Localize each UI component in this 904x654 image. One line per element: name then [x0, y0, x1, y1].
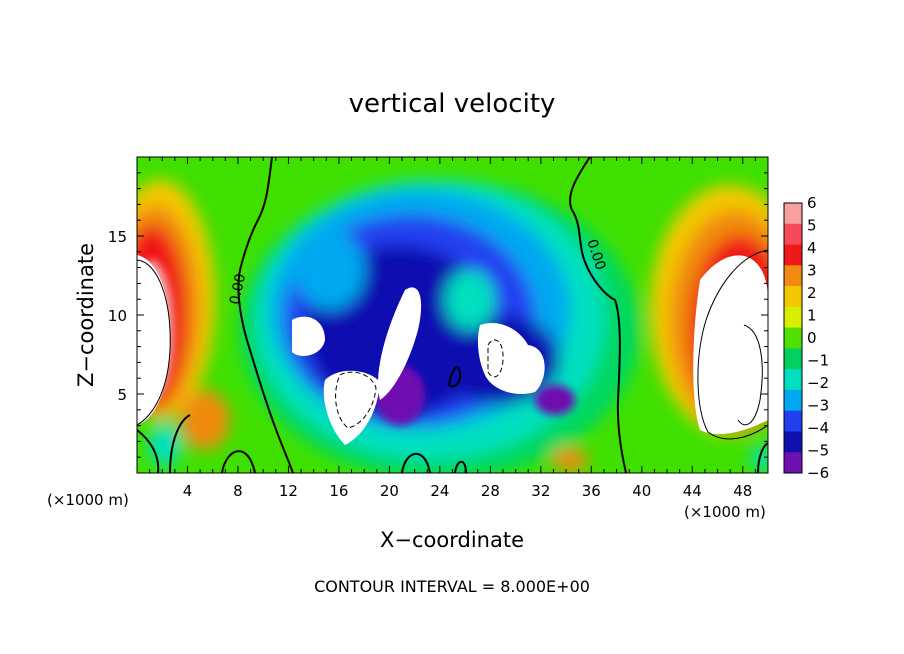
colorbar-label: −3	[807, 397, 829, 415]
x-tick-label: 12	[279, 482, 298, 500]
y-axis: 5 10 15	[108, 172, 768, 458]
y-tick-label: 15	[108, 228, 127, 246]
colorbar-label: 5	[807, 217, 817, 235]
y-tick-label: 5	[117, 386, 127, 404]
x-tick-label: 48	[733, 482, 752, 500]
colorbar-label: −5	[807, 442, 829, 460]
y-axis-label: Z−coordinate	[74, 243, 98, 387]
x-tick-label: 32	[531, 482, 550, 500]
x-tick-label: 8	[233, 482, 243, 500]
x-unit-label-right: (×1000 m)	[684, 503, 766, 521]
colorbar-label: −1	[807, 352, 829, 370]
colorbar-frame	[783, 202, 803, 474]
x-axis-label: X−coordinate	[380, 528, 524, 552]
contour-label: 0.00	[227, 272, 249, 306]
colorbar-label: 1	[807, 307, 817, 325]
colorbar-label: −4	[807, 419, 829, 437]
x-tick-label: 16	[329, 482, 348, 500]
colorbar-swatch	[784, 244, 802, 266]
colorbar-label: −2	[807, 374, 829, 392]
colorbar-label: 6	[807, 194, 817, 212]
colorbar-label: 0	[807, 329, 817, 347]
colorbar-label: −6	[807, 464, 829, 482]
colorbar-swatch	[784, 431, 802, 453]
contour-interval-note: CONTOUR INTERVAL = 8.000E+00	[314, 577, 590, 596]
x-unit-label: (×1000 m)	[47, 491, 129, 509]
colorbar-label: 2	[807, 284, 817, 302]
x-tick-label: 24	[430, 482, 449, 500]
colorbar-label: 3	[807, 262, 817, 280]
x-axis: 4 8 12 16 20 24 28 32 36 40 44 48	[149, 157, 756, 500]
colorbar-swatch	[784, 452, 802, 474]
colorbar-label: 4	[807, 239, 817, 257]
heatmap-field	[137, 157, 768, 473]
x-tick-label: 40	[632, 482, 651, 500]
colorbar-swatch	[784, 410, 802, 432]
colorbar-swatch	[784, 389, 802, 412]
colorbar: 6 5 4 3 2 1 0 −1 −2 −3 −4 −5 −6	[783, 194, 829, 482]
chart-title: vertical velocity	[349, 89, 556, 119]
colorbar-swatch	[784, 348, 802, 370]
colorbar-swatch	[784, 286, 802, 308]
colorbar-swatch	[784, 369, 802, 391]
colorbar-swatch	[784, 306, 802, 329]
x-tick-label: 28	[481, 482, 500, 500]
x-tick-label: 20	[380, 482, 399, 500]
x-tick-label: 44	[683, 482, 702, 500]
y-tick-label: 10	[108, 307, 127, 325]
colorbar-swatch	[784, 203, 802, 225]
colorbar-swatch	[784, 223, 802, 246]
colorbar-swatch	[784, 327, 802, 349]
x-tick-label: 4	[183, 482, 193, 500]
x-tick-label: 36	[582, 482, 601, 500]
colorbar-swatch	[784, 265, 802, 287]
